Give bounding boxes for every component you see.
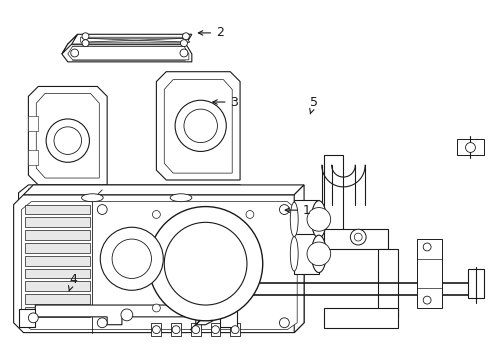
Polygon shape [211, 323, 220, 336]
Ellipse shape [81, 194, 103, 202]
Circle shape [180, 40, 187, 46]
Polygon shape [324, 229, 388, 249]
Polygon shape [25, 243, 91, 253]
Polygon shape [378, 249, 397, 318]
Polygon shape [28, 189, 248, 206]
Circle shape [423, 243, 431, 251]
Circle shape [354, 233, 362, 241]
Circle shape [466, 143, 475, 152]
Circle shape [121, 309, 133, 321]
Text: 5: 5 [310, 95, 318, 114]
Polygon shape [24, 185, 304, 195]
Polygon shape [68, 34, 192, 44]
Polygon shape [77, 185, 98, 215]
Circle shape [152, 304, 160, 312]
Polygon shape [62, 34, 77, 54]
Polygon shape [211, 185, 230, 215]
Circle shape [164, 222, 247, 305]
Polygon shape [25, 230, 91, 240]
Polygon shape [191, 323, 201, 336]
Circle shape [148, 207, 263, 321]
Circle shape [112, 239, 151, 278]
Circle shape [54, 127, 81, 154]
Polygon shape [468, 269, 484, 298]
Circle shape [212, 326, 220, 334]
Polygon shape [220, 309, 237, 327]
Polygon shape [35, 305, 220, 325]
Polygon shape [171, 323, 181, 336]
Ellipse shape [312, 235, 326, 273]
Polygon shape [19, 185, 250, 210]
Text: 1: 1 [285, 204, 311, 217]
Polygon shape [25, 294, 91, 304]
Polygon shape [294, 234, 319, 274]
Circle shape [175, 100, 226, 152]
Polygon shape [166, 185, 186, 215]
Polygon shape [25, 217, 91, 227]
Polygon shape [28, 116, 38, 131]
Polygon shape [156, 72, 240, 180]
Circle shape [307, 208, 331, 231]
Polygon shape [324, 156, 343, 239]
Circle shape [182, 33, 189, 40]
Circle shape [46, 119, 90, 162]
Circle shape [279, 318, 289, 328]
Circle shape [152, 211, 160, 219]
Circle shape [28, 313, 38, 323]
Circle shape [98, 318, 107, 328]
Circle shape [231, 326, 239, 334]
Circle shape [184, 109, 218, 143]
Circle shape [307, 242, 331, 266]
Polygon shape [22, 202, 297, 330]
Polygon shape [28, 150, 38, 165]
Circle shape [279, 204, 289, 215]
Polygon shape [36, 93, 99, 178]
Ellipse shape [290, 237, 298, 271]
Polygon shape [62, 44, 192, 62]
Ellipse shape [170, 194, 192, 202]
Circle shape [246, 211, 254, 219]
Polygon shape [324, 308, 397, 328]
Circle shape [350, 229, 366, 245]
Circle shape [172, 326, 180, 334]
Circle shape [100, 227, 163, 290]
Circle shape [98, 204, 107, 215]
Polygon shape [25, 269, 91, 278]
Polygon shape [230, 323, 240, 336]
Polygon shape [457, 139, 484, 156]
Ellipse shape [312, 201, 326, 238]
Circle shape [71, 49, 78, 57]
Polygon shape [25, 256, 91, 266]
Polygon shape [14, 195, 304, 333]
Circle shape [82, 40, 89, 46]
Ellipse shape [290, 202, 298, 237]
Polygon shape [80, 37, 190, 42]
Text: 4: 4 [69, 273, 77, 291]
Polygon shape [417, 239, 442, 308]
Circle shape [180, 49, 188, 57]
Polygon shape [28, 86, 107, 185]
Polygon shape [25, 204, 91, 215]
Text: 2: 2 [198, 26, 224, 39]
Circle shape [423, 296, 431, 304]
Circle shape [152, 326, 160, 334]
Polygon shape [25, 307, 91, 317]
Polygon shape [151, 323, 161, 336]
Polygon shape [294, 200, 319, 239]
Polygon shape [25, 282, 91, 291]
Polygon shape [19, 309, 35, 327]
Polygon shape [38, 185, 58, 215]
Polygon shape [164, 80, 232, 173]
Text: 3: 3 [213, 95, 239, 108]
Circle shape [82, 33, 89, 40]
Circle shape [192, 326, 200, 334]
Polygon shape [68, 46, 189, 60]
Polygon shape [294, 185, 304, 333]
